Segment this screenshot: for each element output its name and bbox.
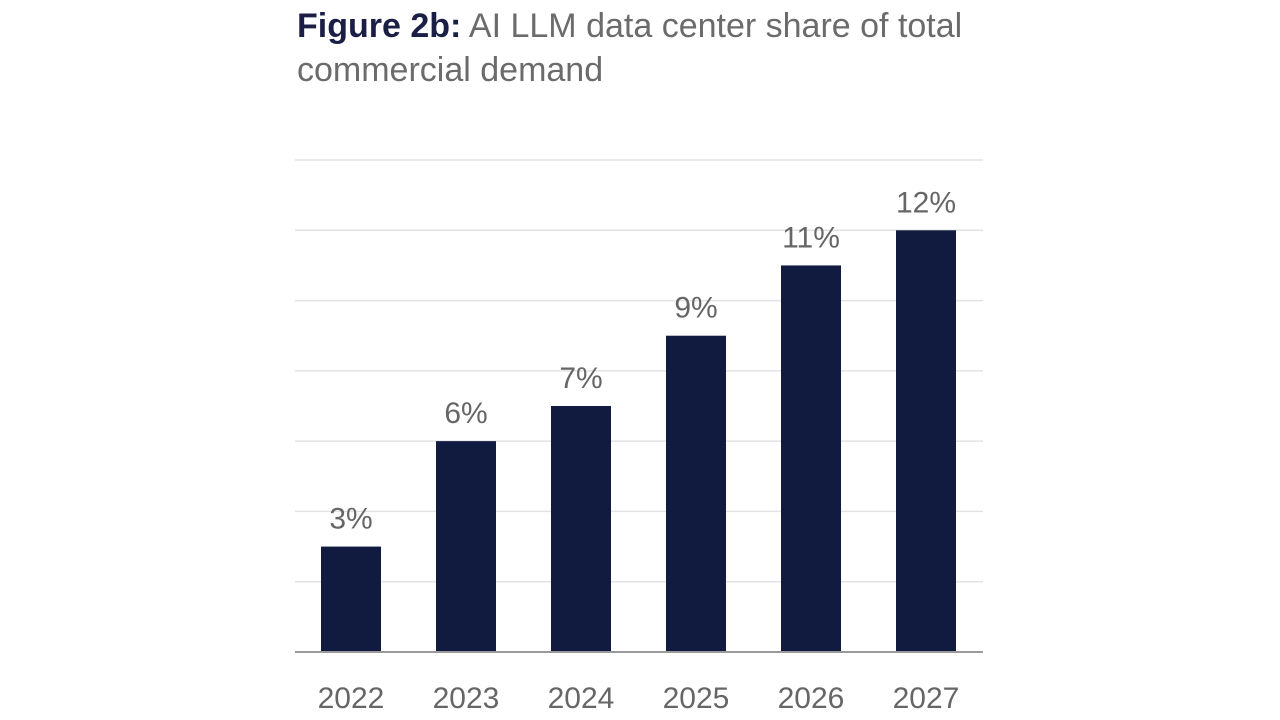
x-tick-label-2024: 2024 bbox=[548, 682, 615, 715]
data-label-2026: 11% bbox=[782, 221, 840, 254]
chart-title: Figure 2b: AI LLM data center share of t… bbox=[297, 4, 1017, 92]
bar-2022 bbox=[321, 546, 381, 652]
bar-2026 bbox=[781, 265, 841, 652]
data-label-2022: 3% bbox=[329, 503, 372, 536]
x-tick-label-2023: 2023 bbox=[433, 682, 500, 715]
data-label-2025: 9% bbox=[674, 292, 717, 325]
chart-title-text: AI LLM data center share of total commer… bbox=[297, 7, 963, 89]
x-tick-label-2025: 2025 bbox=[663, 682, 730, 715]
figure-label: Figure 2b: bbox=[297, 7, 462, 45]
bar-2024 bbox=[551, 406, 611, 652]
data-label-2027: 12% bbox=[896, 186, 956, 219]
x-tick-label-2022: 2022 bbox=[318, 682, 385, 715]
bar-2023 bbox=[436, 441, 496, 652]
x-tick-label-2027: 2027 bbox=[893, 682, 960, 715]
bar-2027 bbox=[896, 230, 956, 653]
x-tick-label-2026: 2026 bbox=[778, 682, 845, 715]
data-label-2024: 7% bbox=[559, 362, 602, 395]
bar-2025 bbox=[666, 335, 726, 652]
data-label-2023: 6% bbox=[444, 397, 487, 430]
